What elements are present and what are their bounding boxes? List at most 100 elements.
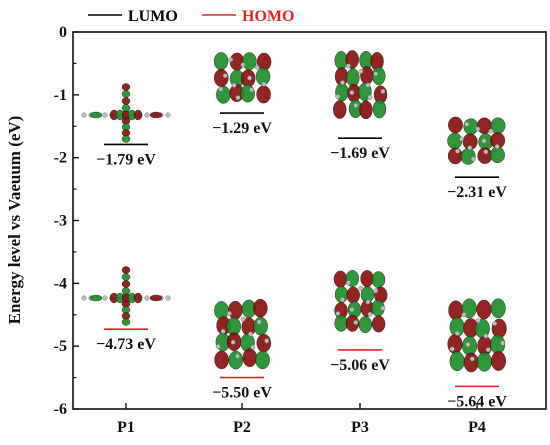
orbital-lobe	[463, 118, 479, 135]
orbital-lobe	[121, 273, 131, 281]
atom	[231, 82, 237, 88]
atom	[227, 310, 232, 316]
atom	[218, 86, 224, 92]
atom	[240, 316, 246, 322]
legend-entry: LUMO	[128, 8, 178, 25]
orbital-lobe	[228, 300, 243, 320]
homo-value-label: −4.73 eV	[96, 336, 156, 353]
atom	[240, 62, 246, 68]
atom	[335, 94, 341, 99]
orbital-lobe	[449, 351, 465, 372]
lumo-value-label: −1.79 eV	[96, 151, 156, 168]
atom	[494, 144, 500, 149]
atom	[102, 112, 108, 118]
orbital-lobe	[448, 300, 464, 321]
orbital-lobe	[460, 148, 476, 165]
orbital-lobe	[346, 286, 360, 304]
orbital-lobe	[255, 350, 270, 370]
legend-entry: HOMO	[242, 8, 294, 25]
orbital-lobe	[89, 111, 103, 119]
orbital-lobe	[121, 90, 131, 98]
orbital-lobe	[491, 351, 507, 371]
atom	[358, 285, 364, 291]
atom	[488, 128, 494, 134]
atom	[340, 80, 345, 86]
y-tick-label: -5	[54, 338, 67, 355]
atom	[485, 347, 491, 353]
y-tick-label: 0	[59, 24, 67, 41]
atom	[500, 340, 505, 346]
atom	[220, 329, 226, 334]
orbital-lobe	[121, 83, 131, 91]
level-marks: −1.79 eV −1.29 eV −1.69 eV −2.31 eV −4.73 eV…	[96, 112, 507, 410]
orbital-lobe	[214, 68, 229, 87]
orbital-lobe	[476, 351, 492, 372]
orbital-lobe	[133, 292, 143, 304]
lumo-value-label: −2.31 eV	[447, 184, 507, 201]
atom	[461, 312, 467, 318]
orbital-lobe	[489, 146, 505, 164]
orbital-lobe	[121, 318, 131, 326]
atom	[256, 319, 262, 325]
y-tick-label: -4	[54, 275, 67, 292]
orbital-lobe	[372, 66, 386, 86]
atom	[102, 295, 108, 301]
atom	[345, 280, 351, 286]
x-tick-label: P1	[117, 419, 135, 436]
atom	[235, 353, 240, 359]
orbital-lobe	[256, 85, 271, 104]
orbital-lobe	[242, 348, 258, 367]
orbital-lobe	[121, 287, 131, 295]
orbital-lobe	[253, 298, 268, 318]
atom	[380, 88, 386, 94]
orbital-lobe	[149, 294, 163, 302]
atom	[367, 94, 373, 100]
atom	[349, 307, 355, 313]
atom	[373, 288, 379, 294]
orbital-lobe	[333, 270, 348, 288]
orbital-lobe	[490, 298, 506, 319]
orbital-lobe	[359, 100, 373, 120]
orbital-lobe	[121, 104, 131, 112]
atom	[367, 311, 373, 317]
atom	[475, 126, 481, 132]
orbital-lobe	[240, 84, 255, 103]
orbital-lobe	[242, 52, 257, 71]
atom	[353, 320, 359, 325]
x-tick-label: P3	[351, 419, 369, 436]
orbital-lobe	[89, 294, 103, 302]
atom	[264, 338, 270, 344]
atom	[250, 344, 256, 350]
atom	[248, 331, 253, 337]
atom	[254, 64, 260, 70]
x-tick-label: P2	[233, 419, 251, 436]
atom	[454, 330, 460, 336]
orbital-lobe	[358, 316, 373, 334]
orbital-lobe	[447, 132, 463, 150]
atom	[222, 73, 228, 79]
orbital-lobe	[213, 52, 229, 71]
x-tick-label: P4	[468, 419, 486, 436]
orbital-lobe	[121, 266, 131, 274]
atom	[165, 112, 171, 118]
orbital-lobe	[121, 280, 131, 288]
orbital-lobe	[371, 271, 386, 289]
atom	[481, 138, 487, 144]
atom	[228, 57, 234, 63]
orbital-lobe	[371, 315, 386, 333]
lumo-value-label: −1.29 eV	[212, 120, 272, 137]
orbital-lobe	[133, 109, 143, 121]
orbital-lobe	[121, 135, 131, 143]
atom	[81, 295, 87, 301]
atom	[81, 112, 87, 118]
atom	[230, 339, 236, 345]
atom	[340, 297, 345, 303]
lumo-value-label: −1.69 eV	[330, 145, 390, 162]
atom	[470, 156, 476, 162]
orbital-lobe	[256, 333, 272, 353]
orbital-lobe	[149, 111, 163, 119]
homo-value-label: −5.64 eV	[447, 393, 507, 410]
y-tick-label: -3	[54, 213, 67, 230]
homo-value-label: −5.50 eV	[212, 385, 272, 402]
